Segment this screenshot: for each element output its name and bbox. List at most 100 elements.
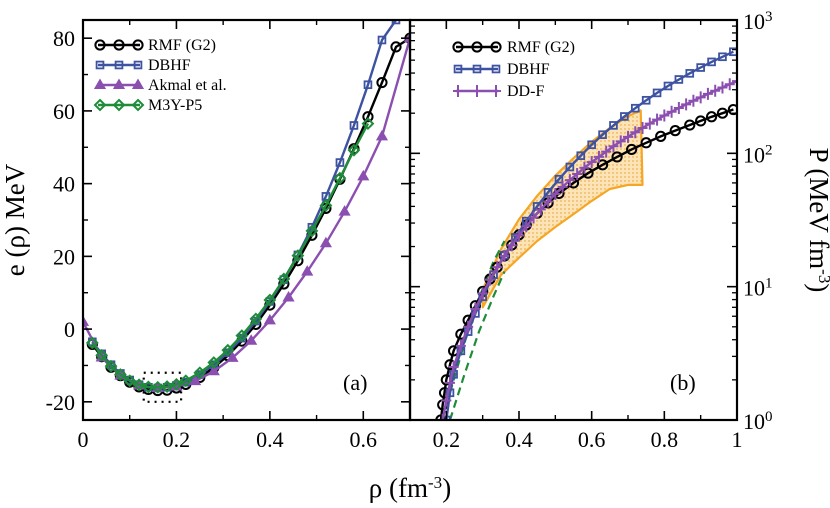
panel-b-legend: RMF (G2) DBHF DD-F (452, 39, 575, 100)
a-legend-label: RMF (G2) (148, 37, 216, 54)
b-data-point (688, 94, 699, 107)
a-data-point (207, 356, 221, 369)
b-legend-marker (452, 41, 464, 53)
a-data-point (132, 378, 146, 392)
b-data-point (696, 63, 705, 72)
b-ytick-base: 10 (743, 276, 765, 301)
b-data-point (659, 109, 670, 122)
b-data-point (477, 287, 488, 300)
a-data-point (113, 368, 127, 381)
a-legend-marker (93, 98, 107, 112)
a-data-point (347, 143, 361, 157)
a-xtick-label: 0.2 (163, 427, 191, 452)
b-legend-label: DD-F (507, 83, 544, 100)
b-data-point (499, 249, 510, 262)
a-ytick-label: 0 (64, 317, 75, 342)
b-data-point (579, 161, 590, 174)
b-data-point (572, 167, 583, 180)
b-data-point (717, 81, 728, 94)
b-xtick-label: 0.2 (433, 427, 461, 452)
b-data-point (565, 162, 575, 172)
a-series-dbhf (88, 20, 401, 393)
b-data-point (543, 195, 554, 208)
b-data-point (437, 414, 448, 420)
a-data-point (403, 31, 410, 43)
b-data-point (630, 103, 640, 113)
b-data-point (576, 151, 586, 160)
a-data-point (235, 329, 249, 343)
b-data-point (652, 113, 663, 126)
a-data-point (376, 76, 388, 89)
saturation-box (142, 371, 183, 403)
a-data-point (249, 312, 263, 326)
a-ytick-label: 60 (53, 99, 75, 124)
b-data-point (455, 339, 466, 352)
b-data-point (666, 105, 677, 118)
b-legend-marker (472, 64, 482, 74)
b-data-point (587, 140, 596, 150)
a-ytick-label: 20 (53, 244, 75, 269)
a-legend-label: M3Y-P5 (148, 97, 202, 114)
a-data-point (189, 374, 202, 386)
b-data-point (702, 87, 713, 100)
b-ytick-base: 10 (743, 409, 765, 434)
b-data-point (630, 126, 641, 139)
b-data-point (626, 143, 638, 156)
b-legend-label: DBHF (507, 61, 550, 78)
a-legend-marker (93, 78, 107, 89)
b-data-point (593, 150, 604, 163)
a-data-point (151, 380, 165, 394)
a-legend-marker (131, 78, 145, 89)
a-data-point (193, 366, 207, 380)
shared-xlabel-main: ρ (fm (369, 473, 428, 503)
b-data-point (707, 57, 716, 67)
a-xtick-label: 0 (78, 427, 89, 452)
a-ytick-label: -20 (46, 390, 75, 415)
panel-a-label: (a) (343, 370, 367, 395)
b-data-point (484, 273, 495, 286)
b-data-point (564, 174, 575, 187)
a-data-point (319, 199, 333, 212)
a-data-point (362, 111, 374, 123)
b-data-point (492, 261, 503, 274)
b-legend-marker (490, 41, 502, 53)
b-data-point (641, 95, 651, 105)
b-data-point (673, 101, 684, 114)
a-data-point (319, 236, 332, 248)
b-data-point (506, 239, 517, 252)
b-ytick-base: 10 (743, 142, 765, 167)
b-data-point (470, 302, 481, 315)
b-xtick-label: 0.4 (505, 427, 533, 452)
b-series-dd-f (437, 75, 737, 420)
a-data-point (207, 364, 220, 376)
b-data-point (705, 111, 718, 123)
a-data-point (335, 158, 345, 167)
b-ytick-exponent: 0 (765, 409, 773, 425)
a-data-point (349, 121, 359, 130)
b-ytick-label: 101 (743, 276, 773, 301)
b-data-point (685, 69, 695, 78)
a-data-point (123, 374, 137, 388)
a-series-m3y-p5 (85, 117, 375, 394)
b-data-point (448, 360, 459, 373)
a-ytick-label: 40 (53, 172, 75, 197)
a-legend-marker (112, 98, 126, 112)
b-legend-label: RMF (G2) (507, 39, 575, 56)
a-data-point (291, 249, 305, 263)
a-legend-label: Akmal et al. (148, 77, 227, 94)
b-legend-marker (453, 64, 463, 74)
a-legend-marker (95, 60, 105, 70)
b-series-line (445, 50, 734, 420)
panel-b-ylabel: P (MeV fm-3) (804, 148, 830, 293)
a-data-point (277, 272, 291, 286)
b-data-point (669, 125, 681, 137)
b-ytick-exponent: 3 (765, 9, 773, 25)
b-ytick-label: 102 (743, 142, 773, 167)
a-data-point (333, 171, 347, 185)
b-legend-marker (472, 85, 482, 97)
a-data-point (263, 313, 276, 325)
a-data-point (357, 169, 370, 181)
b-ytick-base: 10 (743, 9, 765, 34)
panel-a-legend: RMF (G2) DBHF Akmal et al. M3Y-P5 (93, 37, 227, 114)
a-legend-marker (133, 60, 143, 70)
